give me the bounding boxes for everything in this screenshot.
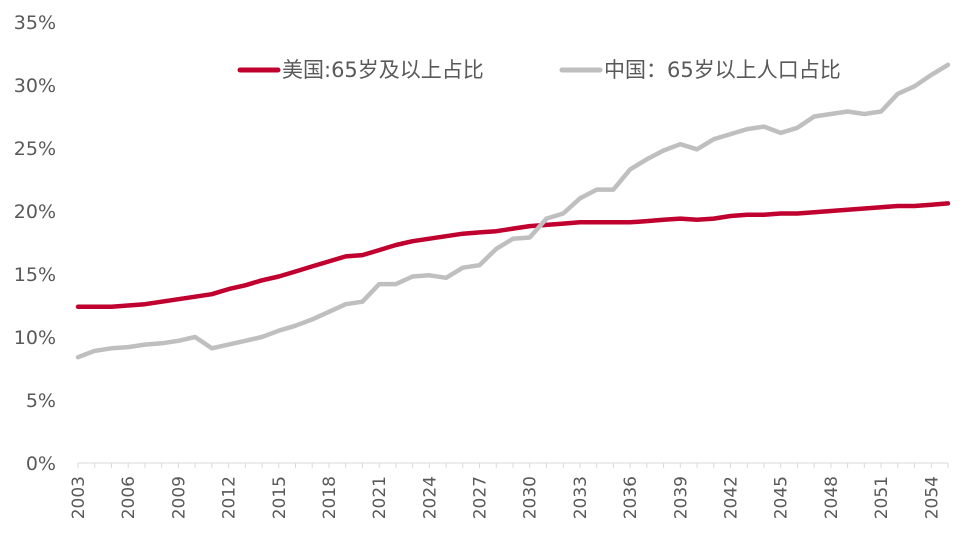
x-tick-label: 2018 [320, 476, 340, 519]
x-tick-label: 2033 [571, 476, 591, 519]
x-tick-label: 2027 [471, 476, 491, 519]
x-tick-label: 2015 [270, 476, 290, 519]
legend: 美国:65岁及以上占比 中国：65岁以上人口占比 [237, 58, 841, 82]
x-axis: 2003 2006 2009 2012 2015 2018 2021 2024 2027 2030… [69, 462, 949, 519]
legend-label-us: 美国:65岁及以上占比 [282, 58, 484, 82]
x-tick-label: 2003 [69, 476, 89, 519]
x-tick-label: 2048 [822, 476, 842, 519]
x-tick-label: 2006 [119, 476, 139, 519]
x-tick-label: 2009 [169, 476, 189, 519]
x-tick-label: 2024 [420, 476, 440, 519]
x-tick-label: 2045 [772, 476, 792, 519]
x-tick-label: 2012 [220, 476, 240, 519]
y-tick-label: 30% [14, 75, 56, 97]
series-line-cn [75, 62, 951, 360]
y-tick-label: 25% [14, 138, 56, 160]
x-tick-label: 2021 [370, 476, 390, 519]
y-tick-label: 5% [26, 390, 56, 412]
y-tick-label: 35% [14, 12, 56, 34]
x-tick-label: 2054 [922, 476, 942, 519]
y-tick-label: 15% [14, 264, 56, 286]
series-line-us [75, 201, 951, 310]
y-tick-label: 10% [14, 327, 56, 349]
x-tick-label: 2030 [521, 476, 541, 519]
x-tick-label: 2039 [671, 476, 691, 519]
legend-label-cn: 中国：65岁以上人口占比 [604, 58, 841, 82]
series-layer [75, 62, 951, 360]
y-tick-label: 0% [26, 453, 56, 475]
y-axis: 0% 5% 10% 15% 20% 25% 30% 35% [14, 12, 56, 475]
x-tick-label: 2051 [872, 476, 892, 519]
y-tick-label: 20% [14, 201, 56, 223]
x-tick-label: 2042 [722, 476, 742, 519]
x-tick-label: 2036 [621, 476, 641, 519]
